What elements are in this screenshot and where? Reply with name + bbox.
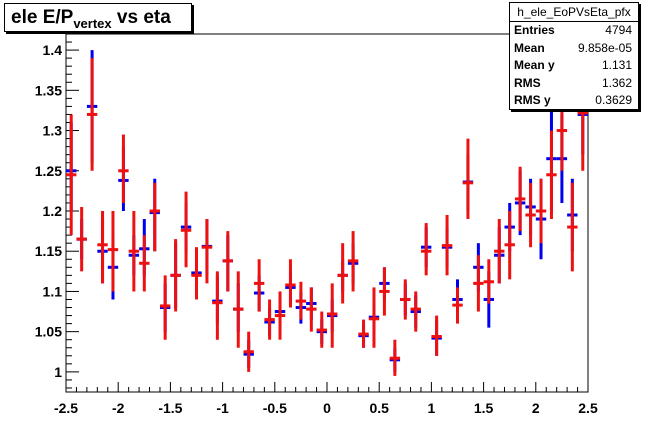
y-tick-label: 1.4 [43,42,63,58]
stats-row-mean: Mean 9.858e-05 [510,40,638,58]
x-tick-label: -1 [216,400,229,416]
y-tick-label: 1 [54,364,62,380]
chart-title: ele E/Pvertex vs eta [4,3,192,32]
x-tick-label: 0 [323,400,331,416]
axis-ticks [65,33,589,392]
axis-tick-labels: -2.5 -2 -1.5 -1 -0.5 0 0.5 1 1.5 2 2.5 1 1.05 1.1 1.15… [35,42,598,416]
stats-row-rms: RMS 1.362 [510,75,638,93]
stats-key: RMS [514,75,541,90]
y-tick-label: 1.25 [35,163,62,179]
x-tick-label: -0.5 [263,400,287,416]
y-tick-label: 1.15 [35,243,62,259]
y-tick-label: 1.1 [43,283,63,299]
x-tick-label: 2 [532,400,540,416]
stats-key: Mean y [514,58,555,72]
stats-title: h_ele_EoPVsEta_pfx [510,3,638,22]
stats-value: 0.3629 [595,93,632,107]
stats-row-rms-y: RMS y 0.3629 [510,92,638,110]
x-tick-label: -2 [112,400,125,416]
stats-value: 1.362 [601,75,632,90]
y-tick-label: 1.05 [35,324,62,340]
stats-key: Mean [514,40,545,55]
stats-row-entries: Entries 4794 [510,22,638,40]
y-tick-label: 1.2 [43,203,63,219]
stats-key: Entries [514,23,555,37]
data-markers [66,50,588,376]
x-tick-label: 0.5 [369,400,389,416]
stats-value: 4794 [605,23,632,37]
y-tick-label: 1.3 [43,123,63,139]
chart-title-main: ele E/P [11,7,74,28]
x-tick-label: -1.5 [158,400,182,416]
stats-key: RMS y [514,93,551,107]
x-tick-label: 1 [428,400,436,416]
x-tick-label: 2.5 [578,400,598,416]
x-tick-label: -2.5 [54,400,78,416]
chart-title-sub: vertex [73,15,112,31]
x-tick-label: 1.5 [474,400,494,416]
stats-value: 9.858e-05 [577,40,632,55]
stats-box: h_ele_EoPVsEta_pfx Entries 4794 Mean 9.8… [509,2,639,110]
chart-title-rest: vs eta [111,7,171,28]
stats-value: 1.131 [601,58,632,72]
stats-row-mean-y: Mean y 1.131 [510,57,638,75]
y-tick-label: 1.35 [35,82,62,98]
red-series [66,58,588,376]
